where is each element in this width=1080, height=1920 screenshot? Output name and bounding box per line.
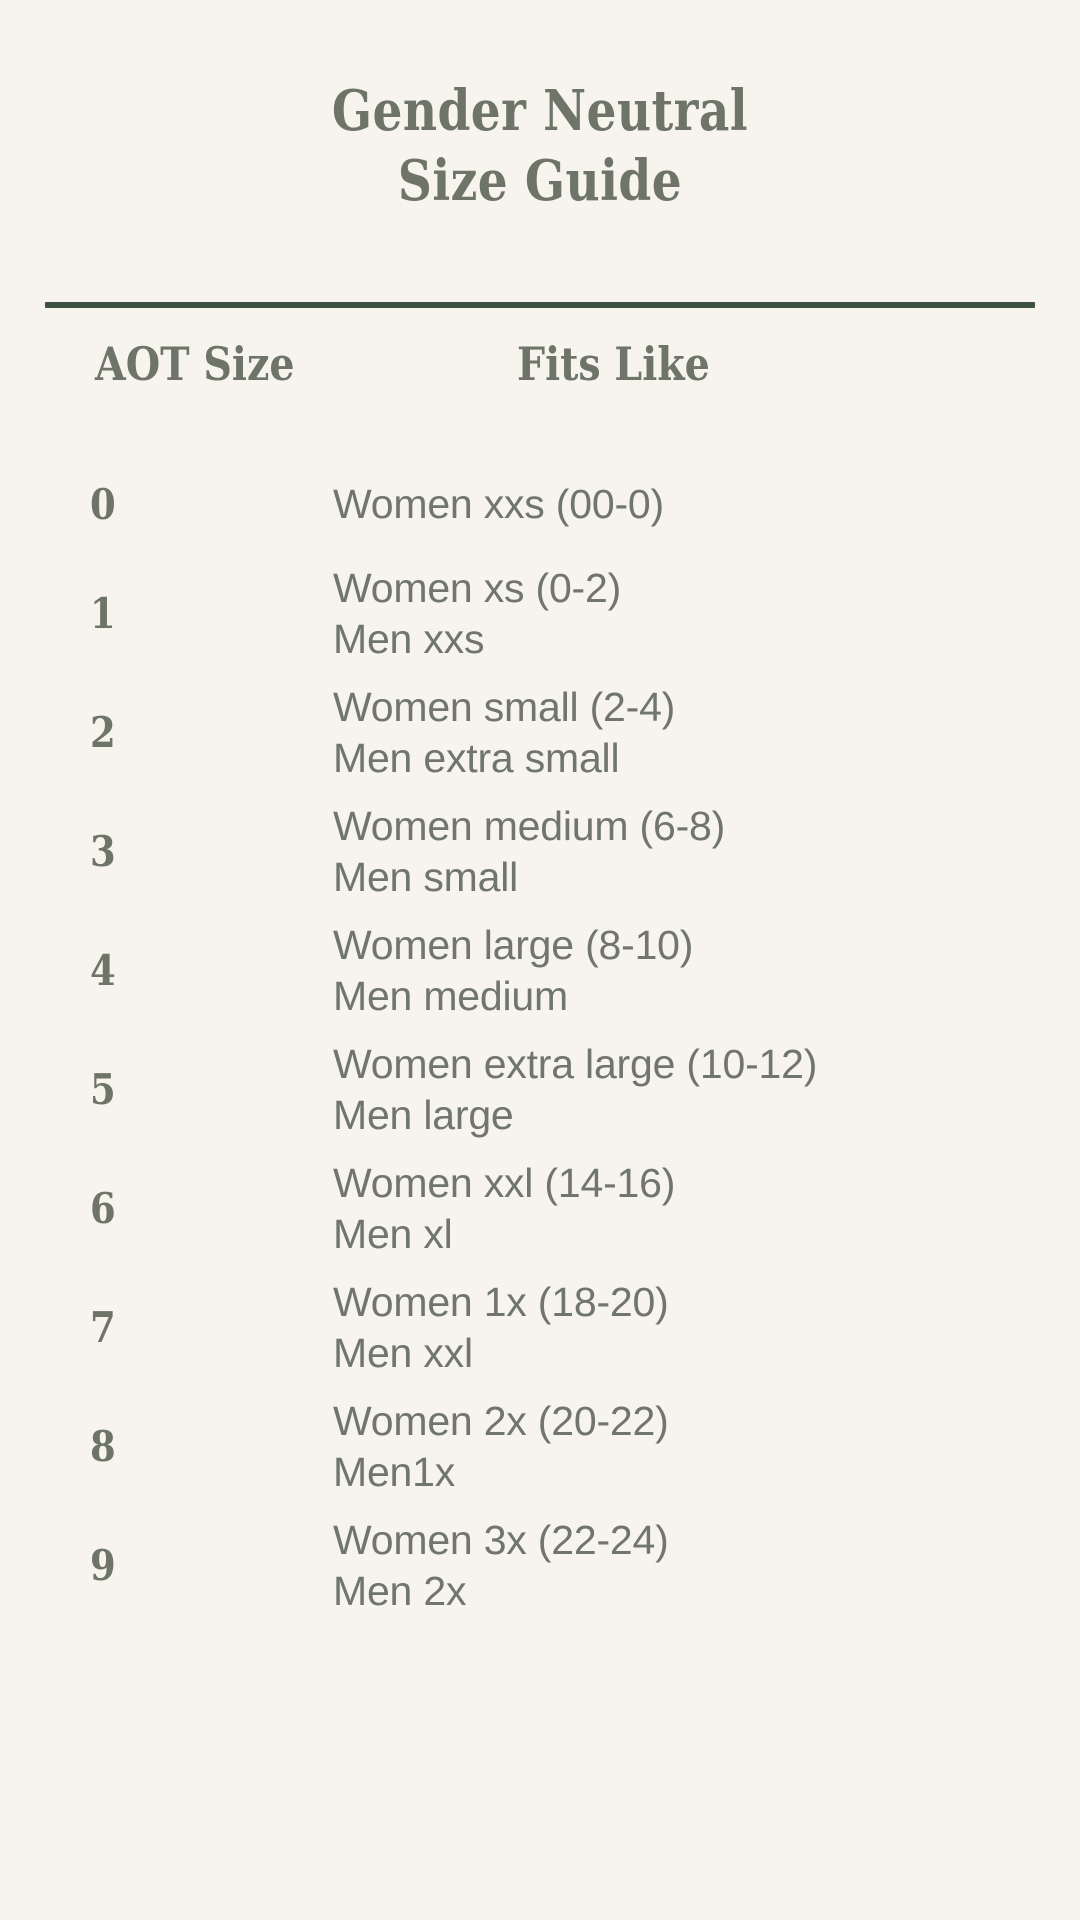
aot-size-value: 7 <box>90 1302 116 1352</box>
fits-like-secondary: Men1x <box>333 1448 456 1495</box>
fits-like-secondary: Men xl <box>333 1210 453 1257</box>
aot-size-value: 3 <box>90 826 116 876</box>
fits-like-secondary: Men small <box>333 853 519 900</box>
page-title: Gender Neutral Size Guide <box>0 76 1080 216</box>
fits-like-secondary: Men xxs <box>333 615 485 662</box>
fits-like-secondary: Men large <box>333 1091 514 1138</box>
table-row: 4 Women large (8-10) Men medium <box>0 911 1080 1030</box>
fits-like-primary: Women xxl (14-16) <box>333 1159 676 1206</box>
column-header-row: AOT Size Fits Like <box>0 336 1080 410</box>
fits-like-secondary: Men 2x <box>333 1567 467 1614</box>
aot-size-value: 0 <box>90 479 116 529</box>
aot-size-value: 4 <box>90 945 116 995</box>
column-header-aot-size: AOT Size <box>95 337 295 391</box>
fits-like-value: Women xs (0-2) Men xxs <box>333 563 1053 665</box>
table-row: 6 Women xxl (14-16) Men xl <box>0 1149 1080 1268</box>
fits-like-primary: Women 3x (22-24) <box>333 1516 669 1563</box>
fits-like-value: Women 2x (20-22) Men1x <box>333 1396 1053 1498</box>
fits-like-value: Women small (2-4) Men extra small <box>333 682 1053 784</box>
table-row: 0 Women xxs (00-0) <box>0 455 1080 554</box>
header-divider-rule <box>45 302 1035 308</box>
aot-size-value: 6 <box>90 1183 116 1233</box>
fits-like-primary: Women 1x (18-20) <box>333 1278 669 1325</box>
table-row: 2 Women small (2-4) Men extra small <box>0 673 1080 792</box>
table-row: 5 Women extra large (10-12) Men large <box>0 1030 1080 1149</box>
aot-size-value: 1 <box>90 588 116 638</box>
fits-like-value: Women large (8-10) Men medium <box>333 920 1053 1022</box>
fits-like-primary: Women large (8-10) <box>333 921 694 968</box>
size-table-body: 0 Women xxs (00-0) 1 Women xs (0-2) Men xxs 2… <box>0 455 1080 1625</box>
fits-like-value: Women extra large (10-12) Men large <box>333 1039 1053 1141</box>
table-row: 7 Women 1x (18-20) Men xxl <box>0 1268 1080 1387</box>
table-row: 8 Women 2x (20-22) Men1x <box>0 1387 1080 1506</box>
aot-size-value: 2 <box>90 707 116 757</box>
aot-size-value: 9 <box>90 1540 116 1590</box>
fits-like-primary: Women small (2-4) <box>333 683 676 730</box>
aot-size-value: 5 <box>90 1064 116 1114</box>
fits-like-secondary: Men extra small <box>333 734 620 781</box>
fits-like-secondary: Men medium <box>333 972 568 1019</box>
table-row: 1 Women xs (0-2) Men xxs <box>0 554 1080 673</box>
table-row: 3 Women medium (6-8) Men small <box>0 792 1080 911</box>
fits-like-primary: Women medium (6-8) <box>333 802 726 849</box>
fits-like-value: Women 1x (18-20) Men xxl <box>333 1277 1053 1379</box>
fits-like-primary: Women extra large (10-12) <box>333 1040 818 1087</box>
fits-like-value: Women medium (6-8) Men small <box>333 801 1053 903</box>
column-header-fits-like: Fits Like <box>517 337 710 391</box>
table-row: 9 Women 3x (22-24) Men 2x <box>0 1506 1080 1625</box>
fits-like-value: Women 3x (22-24) Men 2x <box>333 1515 1053 1617</box>
fits-like-secondary: Men xxl <box>333 1329 473 1376</box>
fits-like-value: Women xxs (00-0) <box>333 479 1053 530</box>
fits-like-primary: Women xs (0-2) <box>333 564 622 611</box>
title-line-1: Gender Neutral <box>331 78 749 144</box>
title-line-2: Size Guide <box>397 148 683 214</box>
fits-like-primary: Women xxs (00-0) <box>333 481 664 527</box>
aot-size-value: 8 <box>90 1421 116 1471</box>
fits-like-primary: Women 2x (20-22) <box>333 1397 669 1444</box>
fits-like-value: Women xxl (14-16) Men xl <box>333 1158 1053 1260</box>
